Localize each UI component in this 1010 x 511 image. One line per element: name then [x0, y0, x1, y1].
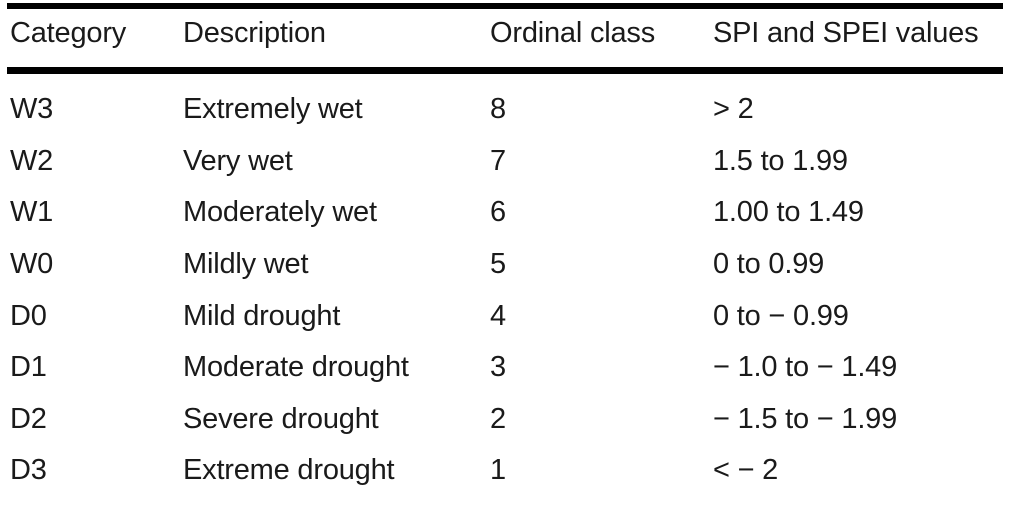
cell-description: Severe drought — [183, 402, 379, 435]
cell-description: Extreme drought — [183, 454, 395, 487]
cell-category: D2 — [10, 402, 47, 435]
cell-description: Mild drought — [183, 299, 341, 332]
cell-category: D0 — [10, 299, 47, 332]
table-header-row: Category Description Ordinal class SPI a… — [0, 9, 1010, 67]
column-header-spi-spei: SPI and SPEI values — [713, 16, 979, 49]
cell-description: Mildly wet — [183, 248, 309, 281]
cell-ordinal-class: 3 — [490, 351, 506, 384]
table-row: W2 Very wet 7 1.5 to 1.99 — [0, 136, 1010, 188]
cell-category: W2 — [10, 144, 54, 177]
cell-ordinal-class: 4 — [490, 299, 506, 332]
column-header-description: Description — [183, 16, 326, 49]
column-header-category: Category — [10, 16, 127, 49]
cell-category: D1 — [10, 351, 47, 384]
cell-spi-spei: − 1.5 to − 1.99 — [713, 402, 898, 435]
cell-description: Extremely wet — [183, 93, 363, 126]
cell-ordinal-class: 1 — [490, 454, 506, 487]
cell-spi-spei: < − 2 — [713, 454, 779, 487]
cell-ordinal-class: 7 — [490, 144, 506, 177]
cell-ordinal-class: 2 — [490, 402, 506, 435]
table-body: W3 Extremely wet 8 > 2 W2 Very wet 7 1.5… — [0, 74, 1010, 497]
cell-spi-spei: 0 to 0.99 — [713, 248, 825, 281]
table-row: D3 Extreme drought 1 < − 2 — [0, 445, 1010, 497]
table-row: W3 Extremely wet 8 > 2 — [0, 84, 1010, 136]
cell-spi-spei: 0 to − 0.99 — [713, 299, 849, 332]
table-row: D2 Severe drought 2 − 1.5 to − 1.99 — [0, 394, 1010, 446]
spi-spei-classification-table: Category Description Ordinal class SPI a… — [0, 3, 1010, 511]
table-top-rule — [7, 3, 1003, 9]
cell-category: W0 — [10, 248, 54, 281]
cell-ordinal-class: 8 — [490, 93, 506, 126]
cell-description: Very wet — [183, 144, 293, 177]
header-separator-rule — [7, 67, 1003, 74]
cell-description: Moderately wet — [183, 196, 377, 229]
table-row: D0 Mild drought 4 0 to − 0.99 — [0, 290, 1010, 342]
table-row: D1 Moderate drought 3 − 1.0 to − 1.49 — [0, 342, 1010, 394]
cell-ordinal-class: 5 — [490, 248, 506, 281]
cell-category: W3 — [10, 93, 54, 126]
cell-spi-spei: > 2 — [713, 93, 754, 126]
column-header-ordinal-class: Ordinal class — [490, 16, 656, 49]
table-row: W1 Moderately wet 6 1.00 to 1.49 — [0, 187, 1010, 239]
cell-description: Moderate drought — [183, 351, 409, 384]
cell-spi-spei: 1.5 to 1.99 — [713, 144, 848, 177]
table-row: W0 Mildly wet 5 0 to 0.99 — [0, 239, 1010, 291]
cell-spi-spei: − 1.0 to − 1.49 — [713, 351, 898, 384]
cell-spi-spei: 1.00 to 1.49 — [713, 196, 864, 229]
cell-category: D3 — [10, 454, 47, 487]
cell-category: W1 — [10, 196, 54, 229]
cell-ordinal-class: 6 — [490, 196, 506, 229]
